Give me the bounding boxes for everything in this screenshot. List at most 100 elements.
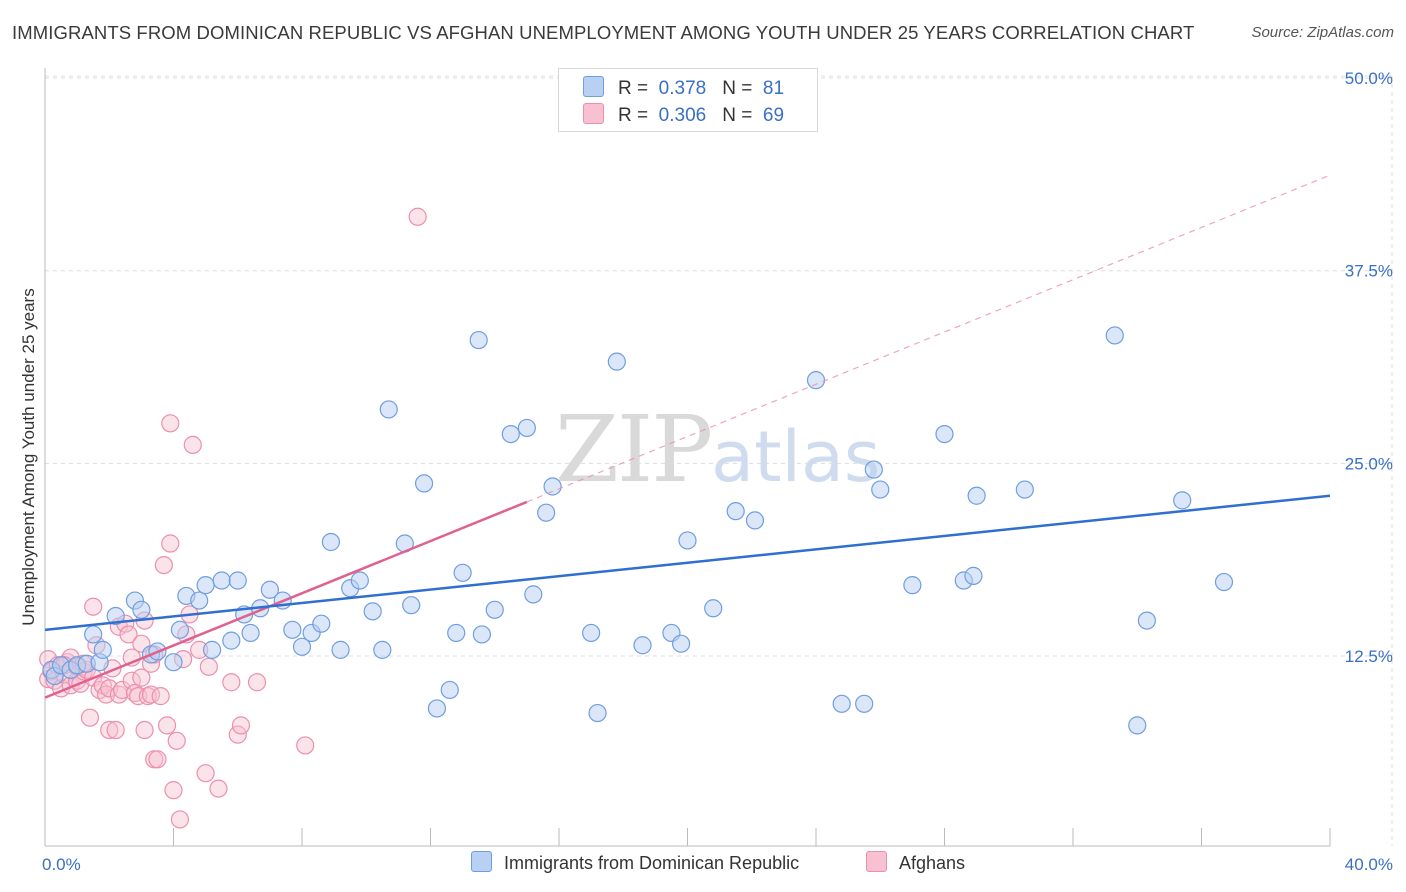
dominican-point — [524, 585, 543, 604]
dominican-point — [190, 591, 209, 610]
dominican-point — [726, 502, 745, 521]
watermark-atlas: atlas — [711, 416, 881, 498]
dominican-point — [1173, 491, 1192, 510]
afghans-point — [164, 781, 183, 800]
afghans-point — [148, 750, 167, 769]
dominican-point — [373, 640, 392, 659]
afghans-point — [151, 687, 170, 706]
afghans-point — [199, 657, 218, 676]
afghans-point — [196, 764, 215, 783]
dominican-point — [543, 477, 562, 496]
dominican-point — [678, 531, 697, 550]
dominican-point — [1214, 572, 1234, 592]
bottom-legend-swatch-pink — [866, 851, 887, 872]
dominican-point — [196, 576, 215, 595]
dominican-point — [312, 614, 331, 633]
afghans-point — [167, 731, 186, 750]
legend-n-label: N = — [722, 105, 753, 126]
dominican-point — [967, 486, 986, 505]
bottom-legend-label: Afghans — [899, 853, 966, 873]
dominican-point — [671, 634, 691, 653]
dominican-point — [964, 566, 983, 585]
legend-n-value: 81 — [762, 78, 785, 99]
dominican-point — [607, 352, 626, 371]
dominican-point — [472, 625, 491, 644]
dominican-point — [164, 653, 183, 672]
dominican-point — [350, 571, 369, 590]
dominican-point — [132, 600, 151, 619]
legend-r-label: R = — [618, 78, 649, 99]
afghans-point — [157, 716, 177, 735]
dominican-point — [402, 596, 421, 615]
x-tick-label-max: 40.0% — [1345, 855, 1393, 874]
bottom-legend-swatch-blue — [471, 851, 492, 872]
x-tick-label-min: 0.0% — [42, 855, 81, 874]
legend-swatch-pink — [583, 103, 604, 124]
dominican-point — [331, 640, 350, 659]
dominican-point — [93, 640, 112, 659]
dominican-point — [283, 620, 302, 639]
afghans-point — [296, 736, 315, 755]
chart-title: IMMIGRANTS FROM DOMINICAN REPUBLIC VS AF… — [12, 22, 1195, 43]
dominican-point — [241, 623, 260, 643]
afghans-point — [100, 720, 119, 740]
afghans-point — [209, 779, 228, 798]
dominican-point — [1015, 480, 1034, 499]
dominican-point — [704, 599, 723, 618]
dominican-point — [871, 480, 890, 499]
afghans-points — [39, 207, 427, 829]
dominican-point — [855, 694, 874, 713]
dominican-point — [212, 571, 231, 590]
tick-labels: 12.5% 25.0% 37.5% 50.0% 0.0% 40.0% — [42, 69, 1393, 874]
afghans-point — [84, 597, 103, 616]
dominican-point — [469, 330, 488, 350]
dominican-point — [427, 699, 447, 718]
afghans-trend-extension — [526, 174, 1331, 503]
dominican-point — [832, 694, 851, 713]
afghans-point — [231, 716, 251, 735]
dominican-point — [84, 625, 103, 644]
y-tick-label: 12.5% — [1345, 647, 1393, 666]
dominican-point — [806, 371, 826, 390]
watermark-zip: ZIP — [555, 396, 713, 503]
dominican-point — [903, 576, 922, 595]
dominican-point — [453, 563, 472, 582]
legend-swatch-blue — [583, 76, 604, 97]
dominican-point — [292, 637, 312, 656]
legend-r-label: R = — [618, 105, 649, 126]
afghans-point — [183, 435, 202, 454]
afghans-point — [161, 414, 180, 433]
afghans-point — [222, 673, 241, 692]
dominican-point — [517, 418, 536, 438]
dominican-point — [1137, 611, 1156, 630]
dominican-point — [440, 680, 459, 700]
afghans-point — [119, 625, 138, 644]
dominican-point — [1128, 716, 1147, 735]
correlation-legend: R = 0.378 N = 81 R = 0.306 N = 69 — [558, 68, 818, 132]
afghans-point — [135, 720, 154, 740]
dominican-trend-line — [44, 494, 1331, 632]
legend-n-label: N = — [722, 78, 753, 99]
bottom-legend-label: Immigrants from Dominican Republic — [504, 853, 800, 873]
dominican-point — [228, 571, 247, 590]
legend-r-value: 0.378 — [658, 78, 707, 99]
dominican-point — [363, 602, 382, 621]
dominican-point — [170, 620, 190, 639]
afghans-point — [106, 720, 125, 740]
dominican-point — [864, 460, 883, 479]
source-label: Source: ZipAtlas.com — [1251, 24, 1394, 41]
y-tick-label: 37.5% — [1345, 262, 1393, 281]
dominican-point — [1105, 326, 1124, 345]
y-axis-label: Unemployment Among Youth under 25 years — [19, 288, 38, 625]
dominican-point — [935, 424, 954, 444]
legend-row-afghans: R = 0.306 N = 69 — [583, 103, 784, 127]
afghans-point — [154, 556, 173, 575]
dominican-point — [414, 474, 434, 493]
dominican-point — [537, 503, 556, 522]
dominican-point — [588, 703, 607, 723]
afghans-point — [247, 673, 267, 692]
y-tick-label: 25.0% — [1345, 454, 1393, 473]
dominican-point — [222, 631, 241, 650]
afghans-point — [80, 708, 100, 727]
